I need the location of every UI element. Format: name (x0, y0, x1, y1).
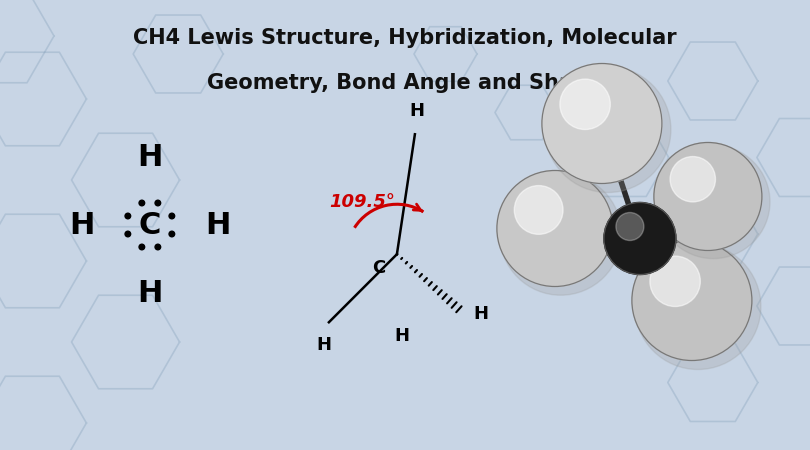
Ellipse shape (500, 173, 621, 295)
Circle shape (139, 244, 145, 250)
Circle shape (125, 231, 130, 237)
Circle shape (139, 200, 145, 206)
Ellipse shape (635, 243, 761, 369)
Text: H: H (409, 102, 424, 120)
Text: H: H (69, 211, 95, 239)
Text: H: H (473, 305, 488, 323)
Circle shape (670, 157, 715, 202)
Text: Geometry, Bond Angle and Shape: Geometry, Bond Angle and Shape (207, 73, 603, 93)
Circle shape (654, 143, 762, 251)
Circle shape (542, 63, 662, 184)
Text: H: H (394, 327, 409, 345)
Circle shape (616, 212, 644, 240)
Circle shape (169, 231, 175, 237)
Text: 109.5°: 109.5° (329, 193, 394, 211)
Circle shape (514, 185, 563, 234)
Circle shape (125, 213, 130, 219)
Circle shape (169, 213, 175, 219)
Ellipse shape (545, 67, 671, 193)
Text: C: C (139, 211, 161, 239)
Circle shape (560, 79, 610, 130)
Circle shape (497, 171, 613, 287)
Text: H: H (137, 279, 163, 307)
Circle shape (155, 244, 160, 250)
Text: CH4 Lewis Structure, Hybridization, Molecular: CH4 Lewis Structure, Hybridization, Mole… (133, 28, 677, 48)
Text: H: H (317, 336, 331, 354)
Text: H: H (137, 143, 163, 171)
Circle shape (650, 256, 701, 306)
Circle shape (155, 200, 160, 206)
Circle shape (632, 240, 752, 360)
Text: H: H (205, 211, 231, 239)
Circle shape (604, 202, 676, 274)
Ellipse shape (657, 145, 770, 259)
Text: C: C (372, 259, 385, 277)
